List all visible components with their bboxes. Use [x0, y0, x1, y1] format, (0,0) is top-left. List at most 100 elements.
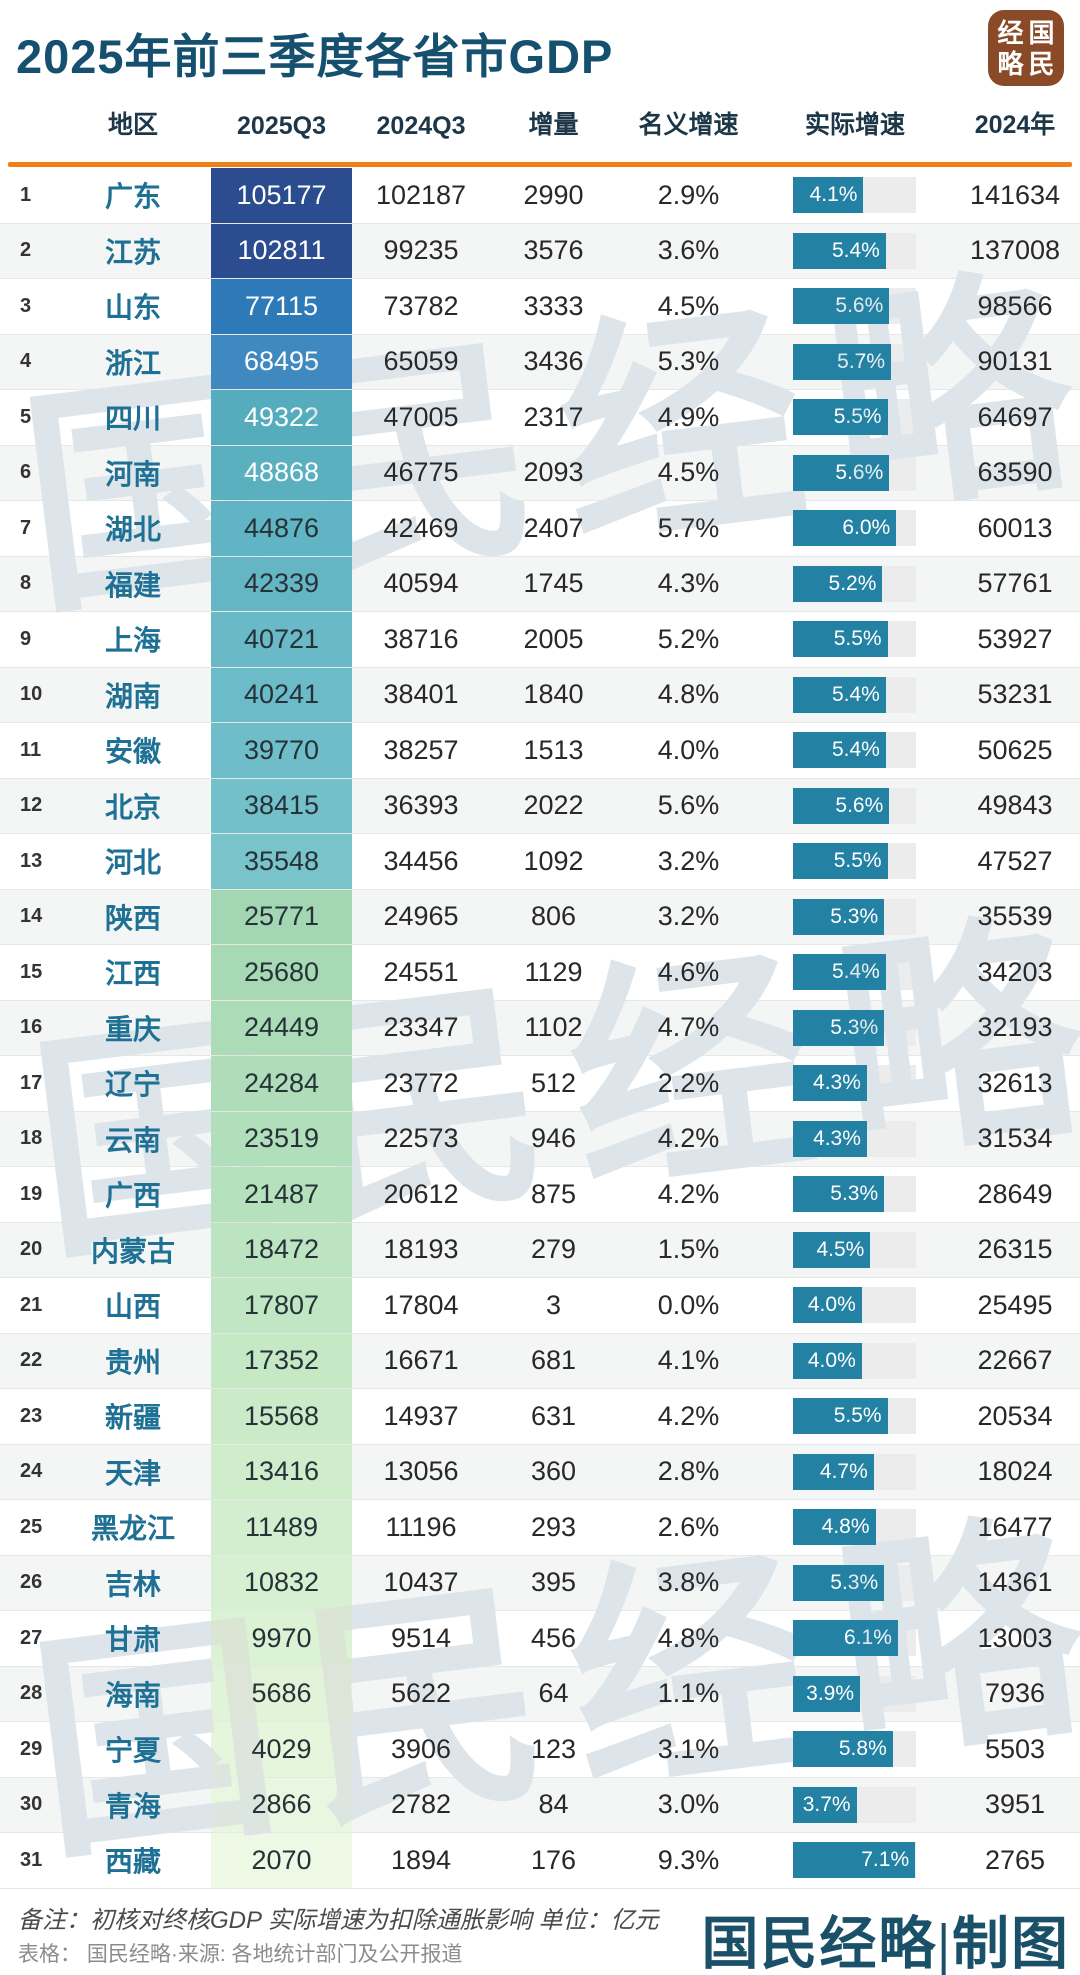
rank-number: 30: [20, 1793, 43, 1816]
real-growth-cell: 3.7%: [760, 1778, 950, 1833]
real-growth-cell: 4.8%: [760, 1500, 950, 1555]
real-growth-cell: 3.9%: [760, 1667, 950, 1722]
gdp-increment: 2005: [523, 623, 584, 654]
rank-number: 10: [20, 683, 43, 706]
gdp-increment: 3: [545, 1289, 562, 1320]
gdp-2025q3-cell: 25680: [211, 945, 352, 1000]
gdp-2024: 14361: [977, 1567, 1053, 1598]
gdp-increment: 3576: [523, 235, 584, 266]
real-growth-bar: 5.7%: [793, 343, 892, 380]
gdp-increment: 631: [530, 1400, 577, 1431]
gdp-2025q3-cell: 24284: [211, 1056, 352, 1111]
gdp-increment: 395: [530, 1567, 577, 1598]
rank-number: 27: [20, 1626, 43, 1649]
page-title: 2025年前三季度各省市GDP: [16, 30, 614, 83]
real-growth-bar: 4.3%: [793, 1120, 867, 1157]
region-name: 甘肃: [104, 1624, 161, 1656]
gdp-2025q3-cell: 21487: [211, 1167, 352, 1222]
region-name: 福建: [104, 569, 161, 601]
gdp-2024q3: 47005: [383, 401, 459, 432]
nominal-growth: 4.7%: [657, 1012, 720, 1043]
gdp-2024: 7936: [984, 1678, 1046, 1709]
gdp-2025q3-cell: 24449: [211, 1000, 352, 1055]
nominal-growth: 1.5%: [657, 1234, 720, 1265]
real-growth-label: 5.3%: [830, 1182, 879, 1206]
gdp-2024q3: 38716: [383, 623, 459, 654]
real-growth-bar: 4.3%: [793, 1065, 867, 1102]
nominal-growth: 3.6%: [657, 235, 720, 266]
gdp-2024: 2765: [984, 1844, 1046, 1875]
real-growth-bar: 5.4%: [793, 954, 886, 991]
gdp-2025q3-cell: 40721: [211, 612, 352, 667]
rank-number: 21: [20, 1293, 43, 1316]
region-name: 安徽: [104, 736, 161, 768]
gdp-2024q3: 24965: [383, 901, 459, 932]
region-name: 河南: [104, 458, 161, 490]
gdp-2024q3: 13056: [383, 1456, 459, 1487]
rank-number: 12: [20, 794, 43, 817]
region-name: 广西: [104, 1180, 161, 1212]
gdp-increment: 2022: [523, 790, 584, 821]
real-growth-bar: 6.0%: [793, 510, 897, 547]
real-growth-cell: 5.4%: [760, 224, 950, 279]
real-growth-bar: 5.5%: [793, 843, 888, 880]
nominal-growth: 3.2%: [657, 901, 720, 932]
real-growth-track: 5.4%: [793, 232, 916, 269]
real-growth-cell: 4.7%: [760, 1445, 950, 1500]
table-row: 19 广西 21487 20612 875 4.2% 5.3% 28649: [0, 1167, 1080, 1223]
header-divider: [8, 162, 1072, 167]
gdp-2024: 18024: [977, 1456, 1053, 1487]
real-growth-track: 5.6%: [793, 288, 916, 325]
gdp-2025q3-cell: 102811: [211, 223, 352, 278]
real-growth-cell: 5.5%: [760, 612, 950, 667]
real-growth-track: 4.0%: [793, 1287, 916, 1324]
real-growth-track: 5.5%: [793, 843, 916, 880]
table-row: 24 天津 13416 13056 360 2.8% 4.7% 18024: [0, 1444, 1080, 1500]
rank-number: 23: [20, 1404, 43, 1427]
gdp-increment: 806: [530, 901, 577, 932]
table-row: 12 北京 38415 36393 2022 5.6% 5.6% 49843: [0, 778, 1080, 834]
gdp-2025q3-cell: 18472: [211, 1222, 352, 1277]
region-name: 青海: [104, 1790, 161, 1822]
gdp-increment: 1102: [524, 1012, 583, 1043]
real-growth-track: 3.7%: [793, 1786, 916, 1823]
real-growth-label: 4.1%: [809, 183, 858, 207]
gdp-2024q3: 16671: [383, 1345, 459, 1376]
region-name: 重庆: [104, 1013, 161, 1045]
gdp-2024q3: 17804: [383, 1289, 459, 1320]
nominal-growth: 0.0%: [657, 1289, 720, 1320]
table-row: 30 青海 2866 2782 84 3.0% 3.7% 3951: [0, 1777, 1080, 1833]
gdp-increment: 360: [530, 1456, 577, 1487]
gdp-2024: 26315: [977, 1234, 1053, 1265]
gdp-2024q3: 11196: [385, 1511, 457, 1542]
real-growth-bar: 4.8%: [793, 1509, 876, 1546]
gdp-2025q3-cell: 2070: [211, 1833, 352, 1888]
gdp-2024q3: 38401: [383, 679, 459, 710]
source-note: 表格： 国民经略·来源: 各地统计部门及公开报道: [18, 1943, 463, 1966]
gdp-increment: 512: [530, 1067, 577, 1098]
credit-signature: 国民经略|制图: [701, 1913, 1070, 1975]
rank-number: 7: [20, 516, 32, 539]
gdp-2024q3: 99235: [383, 235, 459, 266]
real-growth-bar: 5.5%: [793, 399, 888, 436]
gdp-increment: 293: [530, 1511, 577, 1542]
nominal-growth: 4.3%: [657, 568, 720, 599]
real-growth-bar: 3.9%: [793, 1675, 861, 1712]
gdp-2024: 5503: [984, 1733, 1046, 1764]
table-row: 16 重庆 24449 23347 1102 4.7% 5.3% 32193: [0, 1000, 1080, 1056]
real-growth-bar: 4.7%: [793, 1453, 874, 1490]
gdp-2025q3-cell: 25771: [211, 889, 352, 944]
table-row: 1 广东 105177 102187 2990 2.9% 4.1% 141634: [0, 168, 1080, 224]
gdp-increment: 2317: [523, 401, 584, 432]
real-growth-track: 5.6%: [793, 787, 916, 824]
table-row: 3 山东 77115 73782 3333 4.5% 5.6% 98566: [0, 279, 1080, 335]
rank-number: 15: [20, 960, 43, 983]
real-growth-track: 5.3%: [793, 1176, 916, 1213]
real-growth-label: 7.1%: [861, 1848, 910, 1872]
gdp-increment: 176: [530, 1844, 577, 1875]
gdp-2024: 60013: [977, 512, 1053, 543]
column-header: 地区: [107, 111, 158, 139]
rank-number: 16: [20, 1016, 43, 1039]
real-growth-label: 5.3%: [830, 904, 879, 928]
